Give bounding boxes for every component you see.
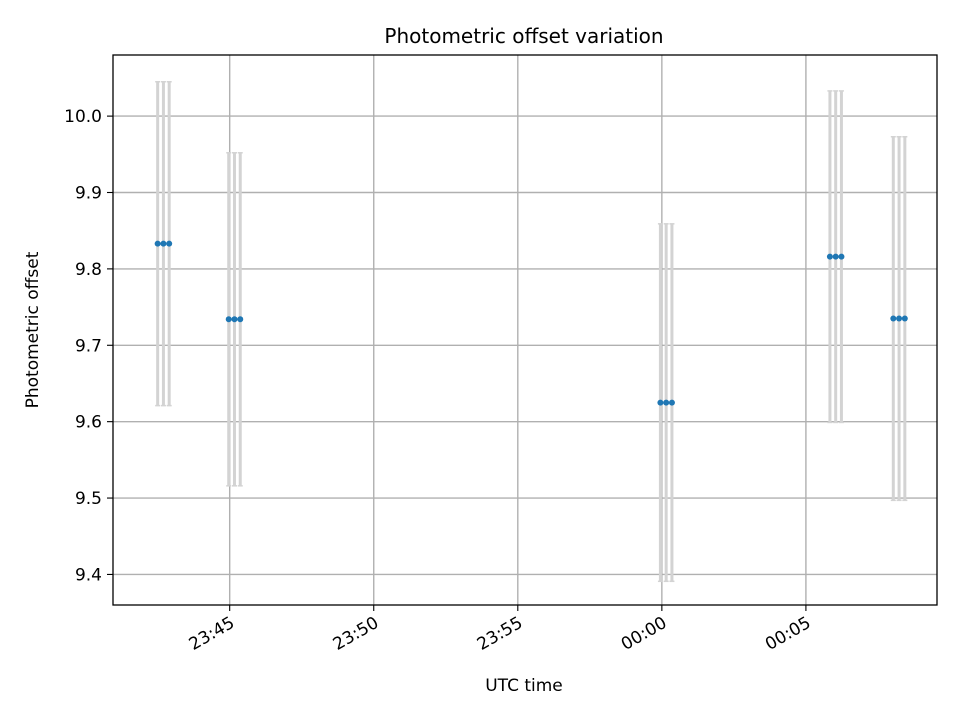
chart-title: Photometric offset variation xyxy=(384,24,663,48)
y-axis-ticks: 9.4 9.5 9.6 9.7 9.8 9.9 10.0 xyxy=(64,107,113,585)
y-tick-label: 9.8 xyxy=(75,260,102,280)
data-point xyxy=(896,315,903,322)
data-point xyxy=(657,399,664,406)
data-point xyxy=(154,240,161,247)
data-point xyxy=(663,399,670,406)
data-point xyxy=(832,253,839,260)
data-point xyxy=(826,253,833,260)
data-points xyxy=(154,240,908,406)
error-bars xyxy=(155,80,908,583)
y-tick-label: 9.9 xyxy=(75,184,102,204)
x-tick-label: 00:05 xyxy=(762,613,814,655)
y-axis-title: Photometric offset xyxy=(23,251,43,408)
data-point xyxy=(890,315,897,322)
x-axis-title: UTC time xyxy=(485,676,563,696)
x-tick-label: 23:50 xyxy=(330,613,382,655)
x-tick-label: 23:55 xyxy=(474,613,526,655)
data-point xyxy=(668,399,675,406)
x-axis-ticks: 23:45 23:50 23:55 00:00 00:05 xyxy=(186,605,814,655)
x-tick-label: 00:00 xyxy=(618,613,670,655)
data-point xyxy=(166,240,173,247)
grid xyxy=(113,55,937,605)
data-point xyxy=(237,316,244,323)
y-tick-label: 10.0 xyxy=(64,107,102,127)
y-tick-label: 9.5 xyxy=(75,489,102,509)
data-point xyxy=(225,316,232,323)
data-point xyxy=(160,240,167,247)
plot-frame xyxy=(112,54,938,606)
x-tick-label: 23:45 xyxy=(186,613,238,655)
y-tick-label: 9.6 xyxy=(75,413,102,433)
data-point xyxy=(231,316,238,323)
data-point xyxy=(901,315,908,322)
y-tick-label: 9.4 xyxy=(75,565,102,585)
data-point xyxy=(838,253,845,260)
y-tick-label: 9.7 xyxy=(75,336,102,356)
